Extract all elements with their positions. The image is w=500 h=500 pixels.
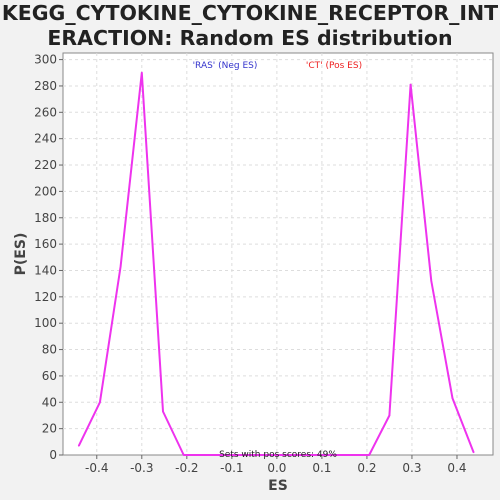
- legend-pos-es: 'CT' (Pos ES): [306, 61, 362, 71]
- y-tick-label: 80: [42, 343, 57, 357]
- y-tick-label: 0: [49, 448, 57, 462]
- data-point: [451, 397, 454, 400]
- pos-scores-annotation: Sets with pos scores: 49%: [219, 450, 337, 460]
- data-point: [330, 454, 332, 456]
- data-point: [77, 444, 80, 447]
- data-point: [430, 280, 433, 282]
- y-axis-title: P(ES): [13, 233, 29, 276]
- x-tick-label: 0.0: [267, 461, 286, 475]
- y-tick-label: 220: [34, 158, 57, 172]
- data-point: [225, 454, 227, 456]
- data-point: [119, 265, 122, 268]
- grid-layer: [63, 53, 493, 455]
- data-point: [140, 71, 143, 74]
- y-tick-label: 60: [42, 369, 57, 383]
- x-tick-label: -0.1: [220, 461, 243, 475]
- y-tick-label: 200: [34, 184, 57, 198]
- data-point: [245, 454, 248, 456]
- plot-area: [62, 52, 494, 456]
- x-tick-label: -0.2: [175, 461, 198, 475]
- chart-title: KEGG_CYTOKINE_CYTOKINE_RECEPTOR_INT ERAC…: [0, 1, 500, 51]
- y-tick-label: 20: [42, 422, 57, 436]
- y-tick-label: 100: [34, 316, 57, 330]
- data-point: [288, 454, 290, 456]
- data-point: [472, 451, 475, 454]
- tick-layer: 0 20 40 60 80 100 120 140 160 180 200 220 240 260 280 3…: [34, 53, 466, 475]
- x-tick-label: 0.3: [402, 461, 421, 475]
- data-point: [267, 454, 269, 456]
- data-point: [388, 414, 391, 417]
- data-point: [162, 410, 164, 413]
- data-point: [368, 454, 370, 456]
- data-point: [308, 454, 311, 456]
- data-point: [182, 454, 185, 456]
- y-tick-label: 300: [34, 53, 57, 67]
- x-tick-label: -0.3: [130, 461, 153, 475]
- y-tick-label: 160: [34, 237, 57, 251]
- x-tick-label: 0.4: [447, 461, 466, 475]
- y-tick-label: 260: [34, 105, 57, 119]
- y-tick-label: 180: [34, 211, 57, 225]
- data-point: [351, 454, 353, 456]
- x-tick-label: -0.4: [85, 461, 108, 475]
- es-distribution-line: [77, 71, 475, 456]
- data-point: [204, 454, 206, 456]
- chart-title-line1: KEGG_CYTOKINE_CYTOKINE_RECEPTOR_INT: [1, 1, 499, 25]
- y-tick-label: 40: [42, 395, 57, 409]
- series-layer: [77, 71, 475, 456]
- x-tick-label: 0.1: [312, 461, 331, 475]
- x-axis-title: ES: [268, 478, 288, 494]
- data-point: [409, 83, 412, 86]
- chart-title-line2: ERACTION: Random ES distribution: [47, 26, 453, 50]
- y-tick-label: 240: [34, 132, 57, 146]
- legend-neg-es: 'RAS' (Neg ES): [193, 61, 258, 71]
- y-tick-label: 280: [34, 79, 57, 93]
- y-tick-label: 120: [34, 290, 57, 304]
- y-tick-label: 140: [34, 263, 57, 277]
- data-point: [99, 401, 101, 404]
- x-tick-label: 0.2: [357, 461, 376, 475]
